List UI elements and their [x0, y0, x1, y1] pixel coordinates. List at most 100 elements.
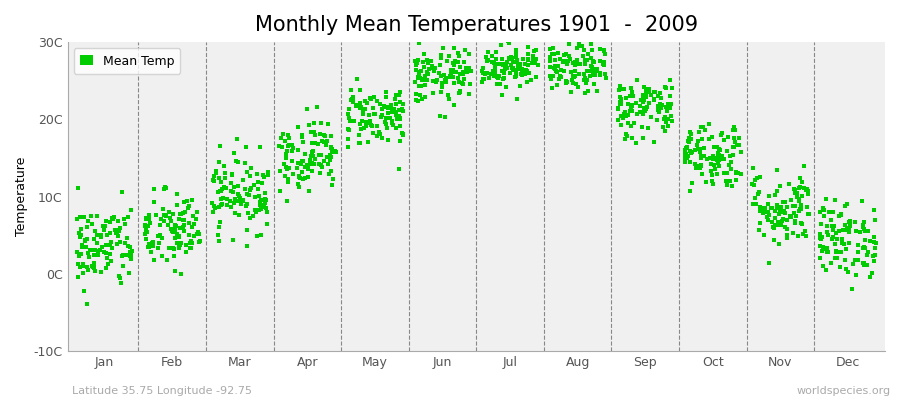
- Point: [729, 168, 743, 175]
- Point: [80, 218, 94, 224]
- Point: [381, 136, 395, 143]
- Point: [171, 234, 185, 240]
- Point: [493, 81, 508, 87]
- Point: [408, 78, 422, 85]
- Point: [364, 96, 378, 102]
- Point: [454, 71, 468, 77]
- Point: [98, 265, 112, 272]
- Point: [706, 153, 720, 159]
- Point: [258, 200, 273, 206]
- Point: [502, 56, 517, 63]
- Point: [503, 69, 517, 76]
- Point: [518, 61, 532, 68]
- Point: [412, 68, 427, 75]
- Point: [280, 148, 294, 154]
- Point: [408, 58, 422, 64]
- Point: [436, 45, 451, 51]
- Point: [702, 155, 716, 162]
- Point: [104, 239, 118, 245]
- Point: [151, 232, 166, 239]
- Point: [94, 234, 108, 240]
- Point: [85, 263, 99, 269]
- Point: [153, 216, 167, 222]
- Point: [771, 222, 786, 228]
- Point: [562, 40, 577, 47]
- Point: [719, 148, 733, 154]
- Point: [508, 50, 523, 56]
- Point: [752, 189, 766, 195]
- Point: [598, 51, 612, 57]
- Point: [413, 75, 428, 81]
- Point: [447, 45, 462, 51]
- Point: [301, 166, 315, 172]
- Point: [551, 63, 565, 70]
- Point: [307, 160, 321, 167]
- Point: [451, 59, 465, 66]
- Point: [90, 213, 104, 220]
- Point: [375, 106, 390, 112]
- Point: [795, 193, 809, 199]
- Point: [563, 89, 578, 96]
- Point: [717, 137, 732, 144]
- Point: [111, 217, 125, 224]
- Point: [524, 77, 538, 83]
- Point: [682, 139, 697, 146]
- Point: [206, 176, 220, 183]
- Point: [786, 230, 800, 236]
- Point: [726, 144, 741, 150]
- Point: [230, 136, 245, 142]
- Point: [760, 200, 775, 207]
- Point: [477, 76, 491, 82]
- Point: [414, 76, 428, 82]
- Point: [227, 150, 241, 156]
- Point: [443, 74, 457, 81]
- Point: [587, 81, 601, 87]
- Point: [236, 197, 250, 203]
- Point: [395, 132, 410, 138]
- Point: [664, 113, 679, 120]
- Point: [206, 203, 220, 209]
- Point: [86, 264, 100, 270]
- Point: [827, 241, 842, 247]
- Point: [577, 47, 591, 54]
- Point: [97, 227, 112, 233]
- Point: [642, 85, 656, 92]
- Point: [774, 204, 788, 210]
- Point: [306, 153, 320, 159]
- Point: [647, 95, 662, 102]
- Point: [285, 148, 300, 154]
- Point: [476, 70, 491, 76]
- Point: [521, 51, 535, 57]
- Point: [343, 118, 357, 124]
- Point: [290, 165, 304, 171]
- Point: [254, 232, 268, 238]
- Point: [704, 160, 718, 167]
- Point: [153, 232, 167, 238]
- Point: [787, 186, 801, 193]
- Point: [756, 205, 770, 211]
- Point: [258, 196, 273, 202]
- Point: [611, 105, 625, 112]
- Point: [860, 262, 874, 269]
- Point: [226, 189, 240, 196]
- Point: [514, 70, 528, 77]
- Point: [795, 178, 809, 185]
- Point: [240, 210, 255, 216]
- Point: [294, 158, 309, 164]
- Point: [637, 105, 652, 112]
- Point: [305, 168, 320, 175]
- Point: [442, 53, 456, 59]
- Point: [341, 126, 356, 132]
- Point: [384, 109, 399, 116]
- Point: [212, 204, 227, 210]
- Point: [792, 185, 806, 192]
- Point: [274, 144, 289, 150]
- Point: [158, 212, 173, 219]
- Point: [841, 269, 855, 276]
- Point: [572, 40, 586, 47]
- Point: [158, 184, 172, 191]
- Point: [80, 264, 94, 270]
- Point: [275, 130, 290, 137]
- Point: [89, 232, 104, 238]
- Point: [706, 178, 720, 184]
